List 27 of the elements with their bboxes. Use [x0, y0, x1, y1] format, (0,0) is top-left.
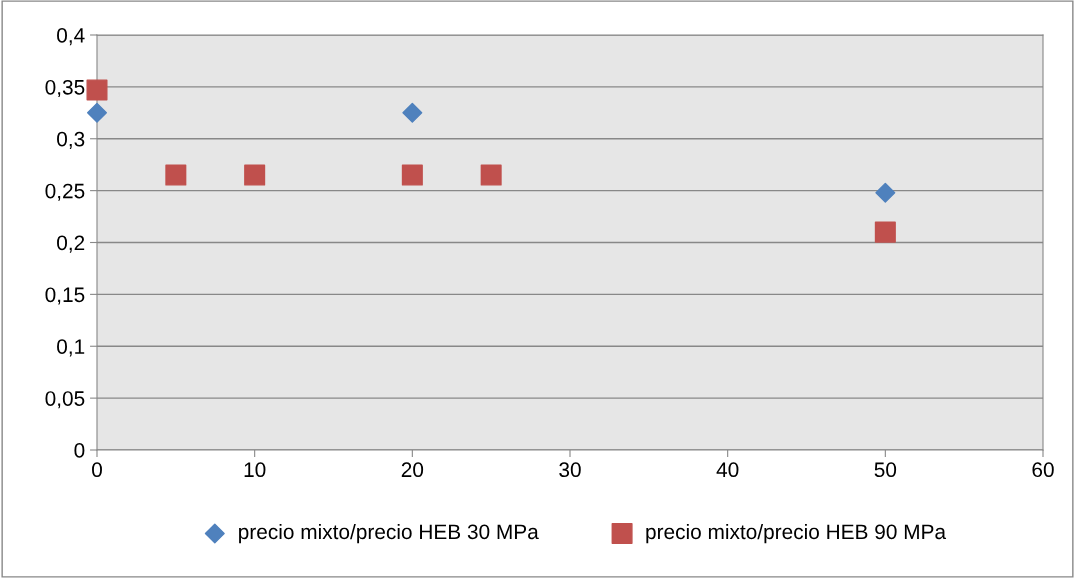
- point: [244, 164, 266, 186]
- x-tick-label: 0: [92, 462, 102, 478]
- point: [165, 164, 187, 186]
- point: [86, 102, 108, 123]
- legend-label: precio mixto/precio HEB 30 MPa: [239, 523, 539, 544]
- point: [402, 102, 423, 123]
- x-tick-label: 60: [1032, 462, 1054, 478]
- y-tick-label: 0,05: [45, 391, 85, 409]
- point: [874, 221, 896, 243]
- x-tick-label: 50: [874, 462, 897, 478]
- point: [875, 182, 896, 203]
- y-tick-label: 0,3: [57, 131, 85, 149]
- legend-label: precio mixto/precio HEB 90 MPa: [646, 523, 947, 544]
- y-tick-label: 0,4: [57, 28, 85, 46]
- x-tick-label: 40: [716, 462, 739, 478]
- y-tick-label: 0,35: [45, 79, 85, 98]
- point: [480, 164, 502, 186]
- x-tick-label: 30: [559, 462, 581, 478]
- y-tick-label: 0,1: [57, 339, 85, 357]
- y-tick-label: 0,15: [45, 287, 85, 305]
- x-tick-label: 20: [401, 462, 424, 478]
- point: [86, 79, 108, 101]
- point: [401, 164, 423, 186]
- y-tick-label: 0: [74, 443, 85, 458]
- x-tick-label: 10: [244, 462, 266, 478]
- y-tick-label: 0,25: [45, 183, 85, 201]
- y-tick-label: 0,2: [57, 235, 85, 253]
